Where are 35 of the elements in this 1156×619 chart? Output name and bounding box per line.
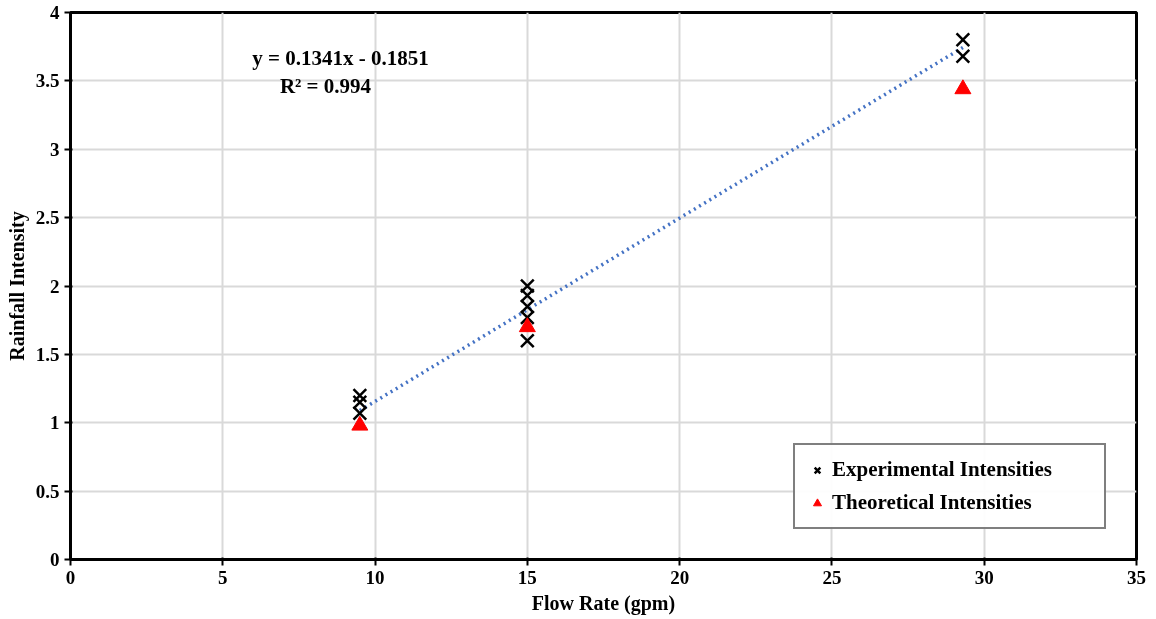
x-tick-label: 0 xyxy=(65,566,76,588)
annotation: R² = 0.994 xyxy=(279,73,372,98)
x-tick-label: 10 xyxy=(365,566,385,588)
y-tick-label: 1.5 xyxy=(35,343,60,365)
y-tick-label: 2.5 xyxy=(35,207,60,229)
y-tick-label: 3 xyxy=(50,138,60,160)
y-tick-label: 0.5 xyxy=(35,480,60,502)
point xyxy=(519,309,535,326)
point xyxy=(519,278,535,294)
point xyxy=(352,394,368,410)
x-tick-label: 35 xyxy=(1127,566,1146,588)
point xyxy=(519,333,535,349)
point xyxy=(519,298,535,315)
annotation: y = 0.1341x - 0.1851 xyxy=(252,45,429,70)
x-tick-label: 20 xyxy=(670,566,690,588)
point xyxy=(955,48,971,64)
y-axis-title: Rainfall Intensity xyxy=(5,211,29,361)
y-tick-label: 1 xyxy=(50,412,60,434)
point xyxy=(955,32,971,48)
point xyxy=(518,317,536,333)
x-tick-label: 15 xyxy=(517,566,537,588)
y-tick-label: 3.5 xyxy=(35,70,60,92)
x-tick-label: 5 xyxy=(218,566,228,588)
y-tick-label: 4 xyxy=(50,2,60,23)
x-axis-title: Flow Rate (gpm) xyxy=(531,591,676,615)
y-tick-label: 0 xyxy=(50,549,60,570)
legend-label: Theoretical Intensities xyxy=(832,490,1033,515)
point xyxy=(352,387,368,404)
x-tick-label: 30 xyxy=(974,566,994,588)
y-tick-label: 2 xyxy=(50,275,60,297)
point xyxy=(954,79,972,95)
point xyxy=(352,405,368,421)
point xyxy=(519,287,535,304)
x-tick-label: 25 xyxy=(822,566,842,588)
legend-label: Experimental Intensities xyxy=(832,457,1053,482)
